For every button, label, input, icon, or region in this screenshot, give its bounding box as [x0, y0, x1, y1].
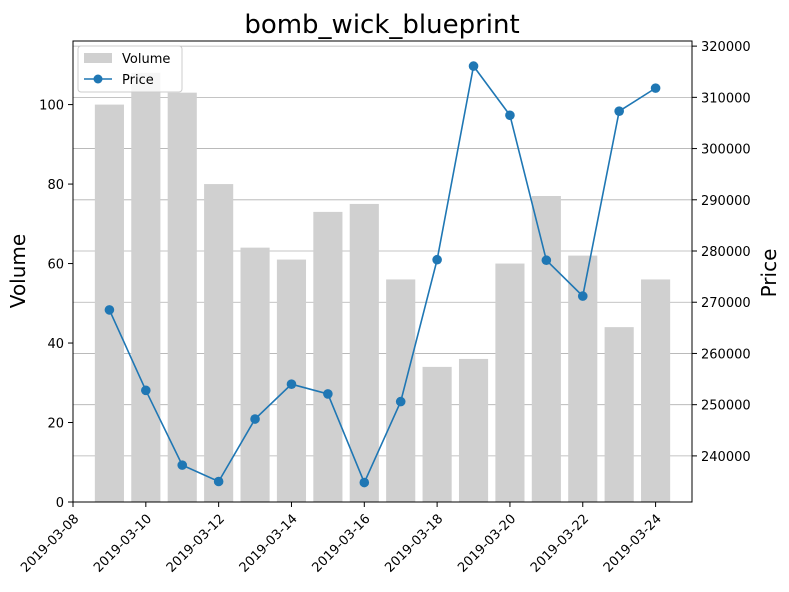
volume-bar: [313, 211, 343, 502]
y-right-tick-label: 240000: [701, 450, 751, 465]
y-axis-right-label: Price: [757, 249, 781, 298]
y-right-tick-label: 290000: [701, 194, 751, 209]
legend-label-price: Price: [122, 73, 154, 88]
legend-marker-price: [93, 74, 103, 84]
gridlines: [73, 45, 692, 457]
volume-bar: [422, 366, 452, 502]
y-right-tick-label: 320000: [701, 40, 751, 55]
y-right-tick-label: 270000: [701, 296, 751, 311]
price-line-path: [108, 64, 657, 485]
x-tick-label: 2019-03-16: [310, 512, 374, 576]
x-tick-label: 2019-03-10: [91, 512, 155, 576]
price-point: [286, 379, 297, 389]
volume-bar: [604, 327, 634, 502]
plot-frame: [72, 40, 693, 503]
price-point: [505, 110, 515, 121]
price-point: [541, 255, 552, 266]
volume-bar: [131, 72, 161, 503]
y-axis-right: 240000 250000 260000 270000 280000 290000 3000…: [692, 40, 751, 465]
x-tick-label: 2019-03-08: [18, 512, 82, 576]
legend-swatch-volume: [84, 53, 112, 63]
chart-title: bomb_wick_blueprint: [244, 10, 519, 40]
x-tick-label: 2019-03-12: [164, 512, 228, 576]
price-point: [614, 106, 624, 116]
y-left-tick-label: 0: [56, 496, 64, 511]
volume-bar: [495, 263, 525, 502]
x-tick-label: 2019-03-22: [528, 512, 592, 576]
y-right-tick-label: 260000: [701, 347, 751, 362]
price-line: [104, 61, 661, 488]
price-point: [359, 477, 370, 488]
price-point: [177, 460, 188, 470]
y-left-tick-label: 80: [47, 178, 64, 193]
price-point: [468, 61, 479, 71]
price-point: [141, 385, 151, 396]
legend-label-volume: Volume: [122, 52, 170, 67]
volume-bar: [531, 195, 561, 502]
y-left-tick-label: 60: [47, 258, 64, 273]
price-point: [213, 476, 224, 487]
price-point: [577, 291, 588, 301]
y-right-tick-label: 300000: [701, 143, 751, 158]
price-point: [323, 389, 333, 399]
price-point: [432, 254, 442, 265]
y-axis-left-label: Volume: [6, 234, 30, 308]
volume-bar: [94, 104, 124, 502]
volume-bar: [641, 279, 671, 502]
volume-bar: [240, 247, 270, 502]
volume-bars: [94, 72, 671, 503]
volume-bar: [167, 92, 197, 503]
price-point: [104, 305, 115, 315]
x-axis: 2019-03-08 2019-03-10 2019-03-12 2019-03-14…: [18, 502, 665, 576]
y-left-tick-label: 100: [39, 99, 64, 114]
price-point: [395, 396, 406, 407]
volume-bar: [204, 184, 234, 502]
price-point: [250, 414, 260, 424]
x-tick-label: 2019-03-14: [237, 512, 301, 576]
y-axis-left: 0 20 40 60 80 100: [39, 99, 73, 511]
legend: Volume Price: [77, 45, 183, 93]
volume-bar: [386, 279, 416, 502]
y-left-tick-label: 40: [47, 337, 64, 352]
volume-bar: [349, 203, 379, 503]
y-left-tick-label: 20: [47, 417, 64, 432]
price-point: [650, 83, 661, 93]
x-tick-label: 2019-03-24: [601, 512, 665, 576]
y-right-tick-label: 280000: [701, 245, 751, 260]
y-right-tick-label: 250000: [701, 399, 751, 414]
x-tick-label: 2019-03-20: [455, 512, 519, 576]
volume-bar: [458, 358, 489, 502]
y-right-tick-label: 310000: [701, 91, 751, 106]
x-tick-label: 2019-03-18: [382, 512, 446, 576]
